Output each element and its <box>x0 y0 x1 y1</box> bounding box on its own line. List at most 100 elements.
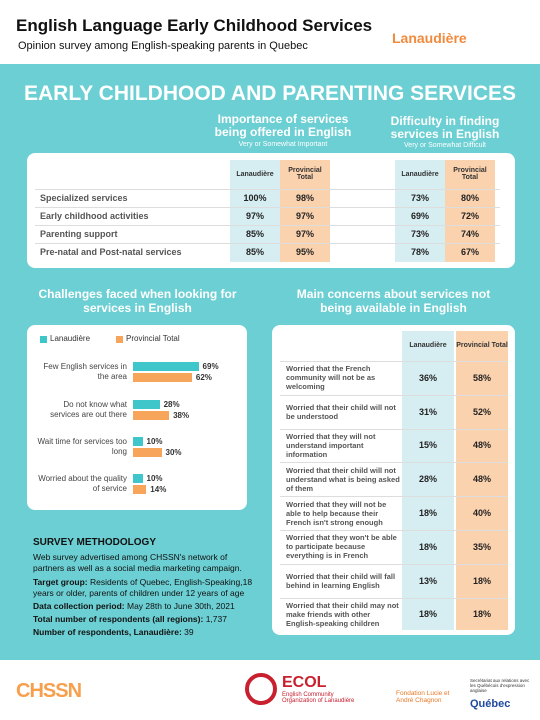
cell-value: 18% <box>418 609 437 620</box>
logo-quebec-sub: Secrétariat aux relations avec les Québé… <box>470 678 530 693</box>
column-header: Provincial Total <box>453 167 487 181</box>
logo-quebec: Québec <box>470 698 511 710</box>
item-label: Target group: <box>33 577 88 587</box>
cell-value: 15% <box>418 440 437 451</box>
column-bg <box>456 331 508 630</box>
row-rule <box>35 243 500 244</box>
row-rule <box>280 462 508 464</box>
category-label: Wait time for services too long <box>37 437 127 456</box>
cell-value: 80% <box>460 193 479 203</box>
row-rule <box>35 207 500 208</box>
cell-value: 98% <box>295 193 314 203</box>
category-label: Worried about the quality of service <box>38 474 127 493</box>
cell-value: 97% <box>295 229 314 239</box>
value-label: 62% <box>195 373 212 382</box>
group-title: Difficulty in finding services in Englis… <box>390 114 500 141</box>
legend-swatch <box>116 336 123 343</box>
methodology-item: Total number of respondents (all regions… <box>33 614 253 625</box>
chart-title: Challenges faced when looking for servic… <box>38 287 237 315</box>
item-text: 1,737 <box>205 614 227 624</box>
cell-value: 67% <box>460 247 479 257</box>
column-header: Lanaudière <box>236 170 274 178</box>
cell-value: 35% <box>472 541 491 552</box>
column-header: Provincial Total <box>288 167 322 181</box>
cell-value: 69% <box>410 211 429 221</box>
column-bg <box>395 160 445 262</box>
row-rule <box>280 394 508 396</box>
legend-swatch <box>40 336 47 343</box>
bar <box>133 474 143 483</box>
cell-value: 72% <box>460 211 479 221</box>
column-header: Lanaudière <box>401 170 439 178</box>
row-label: Specialized services <box>40 193 128 203</box>
row-rule <box>35 225 500 226</box>
column-header: Lanaudière <box>409 342 447 349</box>
cell-value: 18% <box>418 508 437 519</box>
row-label: Worried that their child will not unders… <box>286 465 400 493</box>
row-label: Early childhood activities <box>40 211 149 221</box>
methodology-item: Target group: Residents of Quebec, Engli… <box>33 577 253 599</box>
cell-value: 18% <box>418 541 437 552</box>
cell-value: 78% <box>410 247 429 257</box>
logo-chssn: CHSSN <box>16 680 82 702</box>
bar <box>133 448 162 457</box>
cell-value: 85% <box>245 247 264 257</box>
item-label: Total number of respondents (all regions… <box>33 614 204 624</box>
bar <box>133 400 160 409</box>
legend-label: Lanaudière <box>50 334 91 343</box>
column-bg <box>445 160 495 262</box>
region: Lanaudière <box>392 30 467 46</box>
cell-value: 74% <box>460 229 479 239</box>
column-bg <box>230 160 280 262</box>
row-label: Worried that they will not be able to he… <box>286 499 387 527</box>
cell-value: 97% <box>245 211 264 221</box>
cell-value: 48% <box>472 440 491 451</box>
cell-value: 36% <box>418 372 437 383</box>
logo-ecol: ECOL <box>282 674 327 691</box>
column-header: Provincial Total <box>456 342 508 349</box>
main-title: EARLY CHILDHOOD AND PARENTING SERVICES <box>23 82 516 105</box>
cell-value: 48% <box>472 474 491 485</box>
row-label: Worried that they will not understand im… <box>286 431 376 459</box>
cell-value: 40% <box>472 508 491 519</box>
methodology: SURVEY METHODOLOGY Web survey advertised … <box>33 537 253 640</box>
row-rule <box>280 428 508 430</box>
cell-value: 28% <box>418 474 437 485</box>
methodology-intro: Web survey advertised among CHSSN's netw… <box>33 552 242 573</box>
header-subtitle: Opinion survey among English-speaking pa… <box>18 40 308 52</box>
cell-value: 52% <box>472 406 491 417</box>
logo-fondation: Fondation Lucie et André Chagnon <box>396 690 450 704</box>
value-label: 28% <box>163 400 180 409</box>
item-label: Number of respondents, Lanaudière: <box>33 627 182 637</box>
row-label: Worried that the French community will n… <box>286 364 376 392</box>
header-title: English Language Early Childhood Service… <box>16 16 373 35</box>
value-label: 30% <box>165 448 182 457</box>
row-rule <box>35 189 500 190</box>
row-rule <box>280 563 508 565</box>
cell-value: 13% <box>418 575 437 586</box>
value-label: 69% <box>202 362 219 371</box>
row-rule <box>280 597 508 599</box>
cell-value: 18% <box>472 575 491 586</box>
value-label: 14% <box>150 485 167 494</box>
row-label: Parenting support <box>40 229 118 239</box>
cell-value: 58% <box>472 372 491 383</box>
legend-label: Provincial Total <box>126 334 180 343</box>
bar <box>133 373 192 382</box>
cell-value: 31% <box>418 406 437 417</box>
logo-ecol-sub: English Community Organization of Lanaud… <box>282 692 355 704</box>
methodology-title: SURVEY METHODOLOGY <box>33 537 156 548</box>
row-label: Worried that their child may not make fr… <box>286 600 399 628</box>
cell-value: 95% <box>295 247 314 257</box>
bar <box>133 362 199 371</box>
column-bg <box>402 331 454 630</box>
concerns-title: Main concerns about services not being a… <box>296 287 491 315</box>
row-rule <box>280 361 508 362</box>
bar <box>133 411 170 420</box>
group-title: Importance of services being offered in … <box>214 112 352 139</box>
bar <box>133 437 143 446</box>
row-label: Worried that their child will fall behin… <box>286 571 396 590</box>
value-label: 38% <box>173 411 190 420</box>
group-note: Very or Somewhat Difficult <box>404 142 486 149</box>
